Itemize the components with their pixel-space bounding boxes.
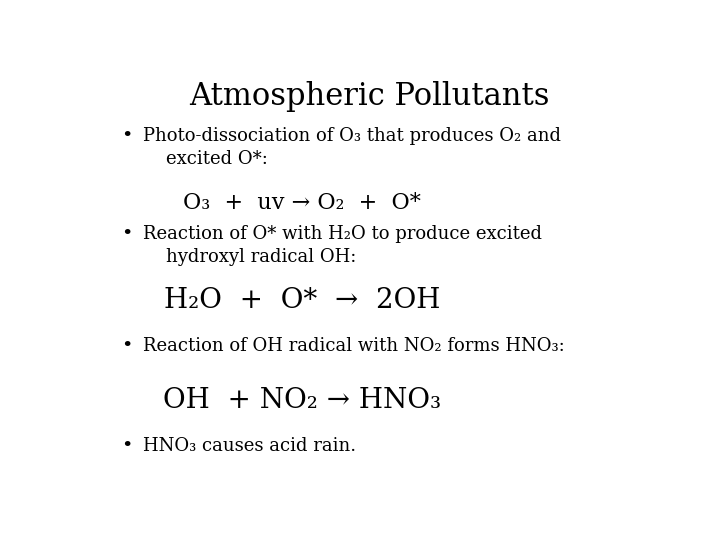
Text: Atmospheric Pollutants: Atmospheric Pollutants [189,82,549,112]
Text: OH  + NO₂ → HNO₃: OH + NO₂ → HNO₃ [163,387,441,414]
Text: O₃  +  uv → O₂  +  O*: O₃ + uv → O₂ + O* [183,192,421,214]
Text: •: • [121,225,132,243]
Text: Reaction of O* with H₂O to produce excited
    hydroxyl radical OH:: Reaction of O* with H₂O to produce excit… [143,225,542,266]
Text: Photo-dissociation of O₃ that produces O₂ and
    excited O*:: Photo-dissociation of O₃ that produces O… [143,127,561,168]
Text: Reaction of OH radical with NO₂ forms HNO₃:: Reaction of OH radical with NO₂ forms HN… [143,337,564,355]
Text: •: • [121,337,132,355]
Text: H₂O  +  O*  →  2OH: H₂O + O* → 2OH [164,287,440,314]
Text: •: • [121,127,132,145]
Text: HNO₃ causes acid rain.: HNO₃ causes acid rain. [143,437,356,455]
Text: •: • [121,437,132,455]
